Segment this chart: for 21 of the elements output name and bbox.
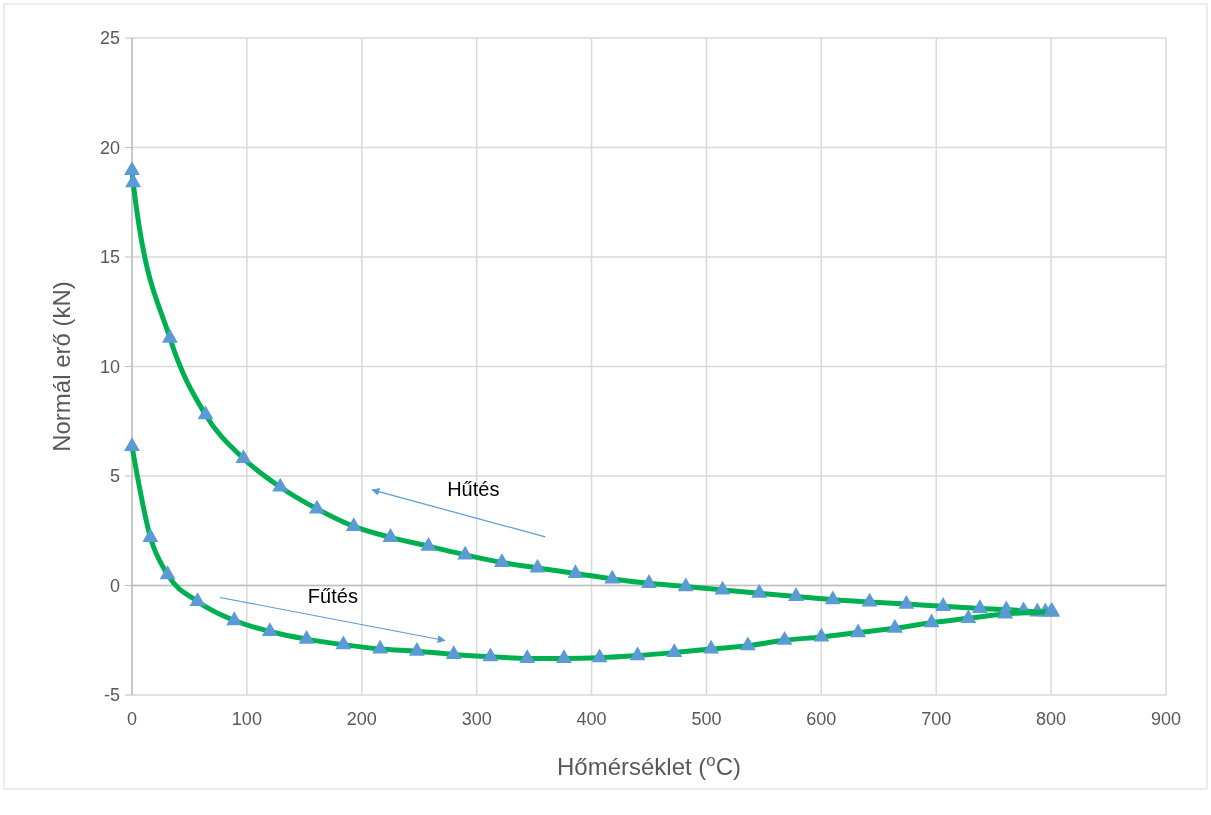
x-tick-label: 0 — [126, 709, 138, 729]
y-tick-label: 10 — [99, 356, 120, 377]
y-tick-label: -5 — [103, 685, 120, 706]
y-tick-label: 0 — [109, 575, 120, 596]
x-tick-label: 200 — [346, 709, 377, 729]
y-axis-title: Normál erő (kN) — [48, 281, 75, 452]
x-tick-label: 600 — [806, 709, 837, 729]
x-tick-label: 800 — [1036, 709, 1067, 729]
x-tick-label: 400 — [576, 709, 607, 729]
x-tick-label: 700 — [921, 709, 952, 729]
text: Hűtés — [447, 477, 500, 500]
x-tick-label: 500 — [691, 709, 722, 729]
x-tick-label: 100 — [231, 709, 262, 729]
y-tick-label: 25 — [99, 28, 120, 49]
y-tick-label: 15 — [99, 247, 120, 268]
y-tick-label: 5 — [109, 466, 120, 487]
x-tick-label: 900 — [1150, 709, 1182, 729]
x-axis-title: Hőmérséklet ($^{o}$C) — [556, 750, 742, 780]
series-label: Fűtés — [307, 585, 358, 608]
y-tick-label: 20 — [99, 137, 120, 158]
x-tick-label: 300 — [461, 709, 492, 729]
